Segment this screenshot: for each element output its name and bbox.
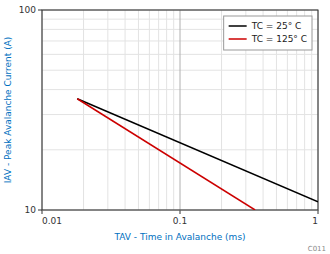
minor-grid-line <box>149 10 150 210</box>
x-tick <box>318 210 319 214</box>
minor-grid-line <box>138 10 139 210</box>
legend-swatch <box>229 25 247 27</box>
series-line <box>77 99 255 210</box>
axes: 0.01 0.1 1 10 100 <box>19 5 318 226</box>
annotation: C011 <box>308 245 326 253</box>
data-lines <box>77 99 318 210</box>
x-tick-label: 0.01 <box>42 216 62 226</box>
legend: TC = 25° C TC = 125° C <box>224 16 312 50</box>
y-tick <box>38 210 42 211</box>
chart: 0.01 0.1 1 10 100 TAV - Time in Avalanche (ms… <box>0 0 330 254</box>
x-tick <box>42 210 43 214</box>
y-tick-label: 10 <box>25 205 37 215</box>
y-axis-label: IAV - Peak Avalanche Current (A) <box>3 37 13 184</box>
x-tick <box>180 210 181 214</box>
minor-grid-line <box>107 10 108 210</box>
y-tick <box>38 10 42 11</box>
minor-grid-line <box>166 10 167 210</box>
legend-label: TC = 125° C <box>251 34 307 44</box>
legend-label: TC = 25° C <box>251 21 302 31</box>
x-tick-label: 0.1 <box>173 216 187 226</box>
minor-grid-line <box>158 10 159 210</box>
grid-line <box>180 10 181 210</box>
y-tick-label: 100 <box>19 5 36 15</box>
plot-frame <box>42 10 318 210</box>
minor-grid <box>42 10 318 210</box>
minor-grid-line <box>125 10 126 210</box>
x-tick-label: 1 <box>312 216 318 226</box>
minor-grid-line <box>221 10 222 210</box>
legend-swatch <box>229 38 247 40</box>
legend-box <box>224 16 312 50</box>
plot-area <box>42 10 318 210</box>
series-line <box>77 99 318 202</box>
minor-grid-line <box>173 10 174 210</box>
x-axis-label: TAV - Time in Avalanche (ms) <box>113 232 245 242</box>
minor-grid-line <box>83 10 84 210</box>
